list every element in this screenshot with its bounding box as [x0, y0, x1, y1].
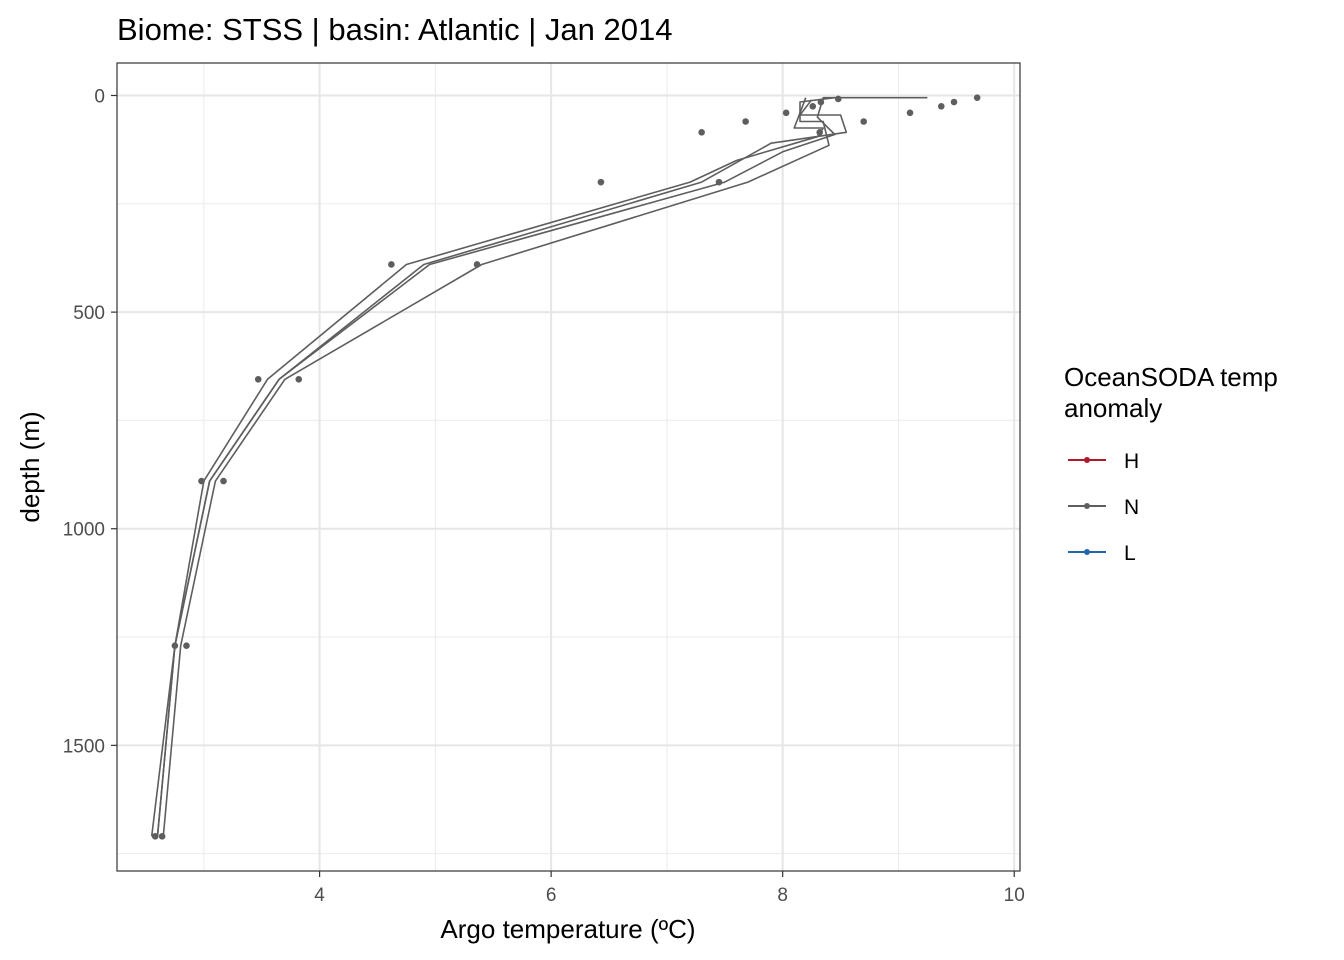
legend-key-point: [1084, 549, 1090, 555]
data-point: [698, 129, 705, 136]
x-tick-label: 6: [546, 885, 557, 906]
data-point: [809, 103, 817, 110]
legend-title-line-1: OceanSODA temp: [1064, 362, 1278, 392]
plot-panel: [116, 62, 1021, 872]
data-point: [183, 642, 190, 650]
y-tick-label: 0: [94, 86, 105, 107]
data-point: [937, 103, 945, 110]
legend-title-line-2: anomaly: [1064, 393, 1162, 423]
legend-key-point: [1084, 503, 1090, 509]
profile-line: [156, 99, 848, 837]
legend-key-point: [1084, 457, 1090, 463]
y-tick-label: 1000: [63, 520, 105, 541]
data-point: [816, 129, 824, 136]
data-point: [742, 118, 749, 125]
y-tick-label: 500: [73, 303, 105, 324]
data-point: [220, 477, 227, 485]
data-point: [715, 178, 723, 186]
data-point: [906, 109, 914, 117]
data-point: [817, 98, 825, 106]
chart-title: Biome: STSS | basin: Atlantic | Jan 2014: [117, 12, 672, 47]
data-point: [597, 178, 605, 186]
data-point: [171, 642, 179, 650]
data-point: [158, 833, 166, 840]
panel-background: [117, 63, 1020, 871]
series-points: [151, 94, 981, 840]
panel-border: [116, 62, 1021, 872]
data-point: [782, 109, 790, 117]
data-point: [388, 261, 395, 268]
legend: OceanSODA temp anomaly HNL: [1064, 362, 1278, 565]
data-point: [973, 94, 981, 101]
data-point: [198, 477, 205, 485]
legend-label: H: [1124, 450, 1139, 473]
x-axis: 4 6 8 10: [314, 871, 1025, 906]
x-tick-label: 4: [314, 885, 325, 906]
profile-line: [150, 97, 825, 837]
x-axis-title: Argo temperature (ºC): [440, 914, 695, 944]
y-axis: 0 500 1000 1500: [63, 86, 117, 757]
legend-label: N: [1124, 496, 1139, 519]
data-point: [151, 833, 159, 840]
data-point: [860, 118, 868, 125]
profile-line: [162, 96, 835, 837]
legend-label: L: [1124, 542, 1136, 565]
data-point: [254, 375, 262, 383]
y-tick-label: 1500: [63, 736, 105, 757]
data-point: [295, 375, 303, 383]
data-point: [473, 261, 481, 268]
grid-major: [117, 63, 1020, 871]
y-axis-title: depth (m): [15, 411, 45, 522]
data-point: [834, 95, 842, 103]
x-tick-label: 10: [1004, 885, 1025, 906]
data-point: [950, 98, 958, 106]
series-lines: [150, 96, 928, 837]
legend-items: HNL: [1068, 450, 1139, 565]
x-tick-label: 8: [777, 885, 788, 906]
